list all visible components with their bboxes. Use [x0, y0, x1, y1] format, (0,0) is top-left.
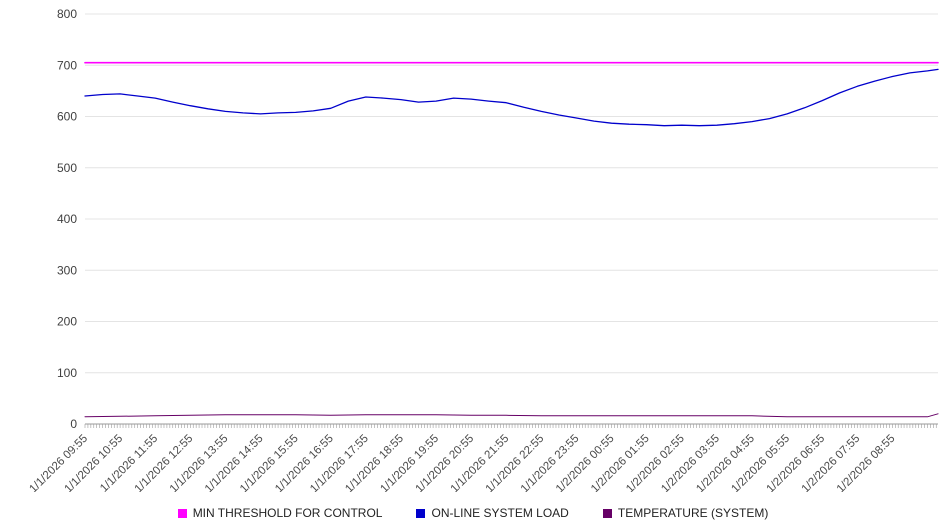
legend-swatch-system-load — [416, 508, 426, 518]
svg-text:300: 300 — [57, 263, 77, 277]
legend-swatch-temperature — [602, 508, 612, 518]
svg-text:0: 0 — [70, 417, 77, 431]
legend-swatch-min-threshold — [177, 508, 187, 518]
legend-item-min-threshold: MIN THRESHOLD FOR CONTROL — [177, 506, 383, 520]
svg-text:800: 800 — [57, 7, 77, 21]
svg-text:100: 100 — [57, 366, 77, 380]
svg-text:400: 400 — [57, 212, 77, 226]
svg-text:200: 200 — [57, 315, 77, 329]
legend-item-temperature: TEMPERATURE (SYSTEM) — [602, 506, 769, 520]
svg-text:500: 500 — [57, 161, 77, 175]
legend-label-system-load: ON-LINE SYSTEM LOAD — [431, 506, 569, 520]
chart-legend: MIN THRESHOLD FOR CONTROL ON-LINE SYSTEM… — [0, 506, 946, 520]
svg-text:600: 600 — [57, 110, 77, 124]
legend-item-system-load: ON-LINE SYSTEM LOAD — [416, 506, 569, 520]
svg-text:700: 700 — [57, 58, 77, 72]
legend-label-temperature: TEMPERATURE (SYSTEM) — [617, 506, 769, 520]
legend-label-min-threshold: MIN THRESHOLD FOR CONTROL — [192, 506, 383, 520]
